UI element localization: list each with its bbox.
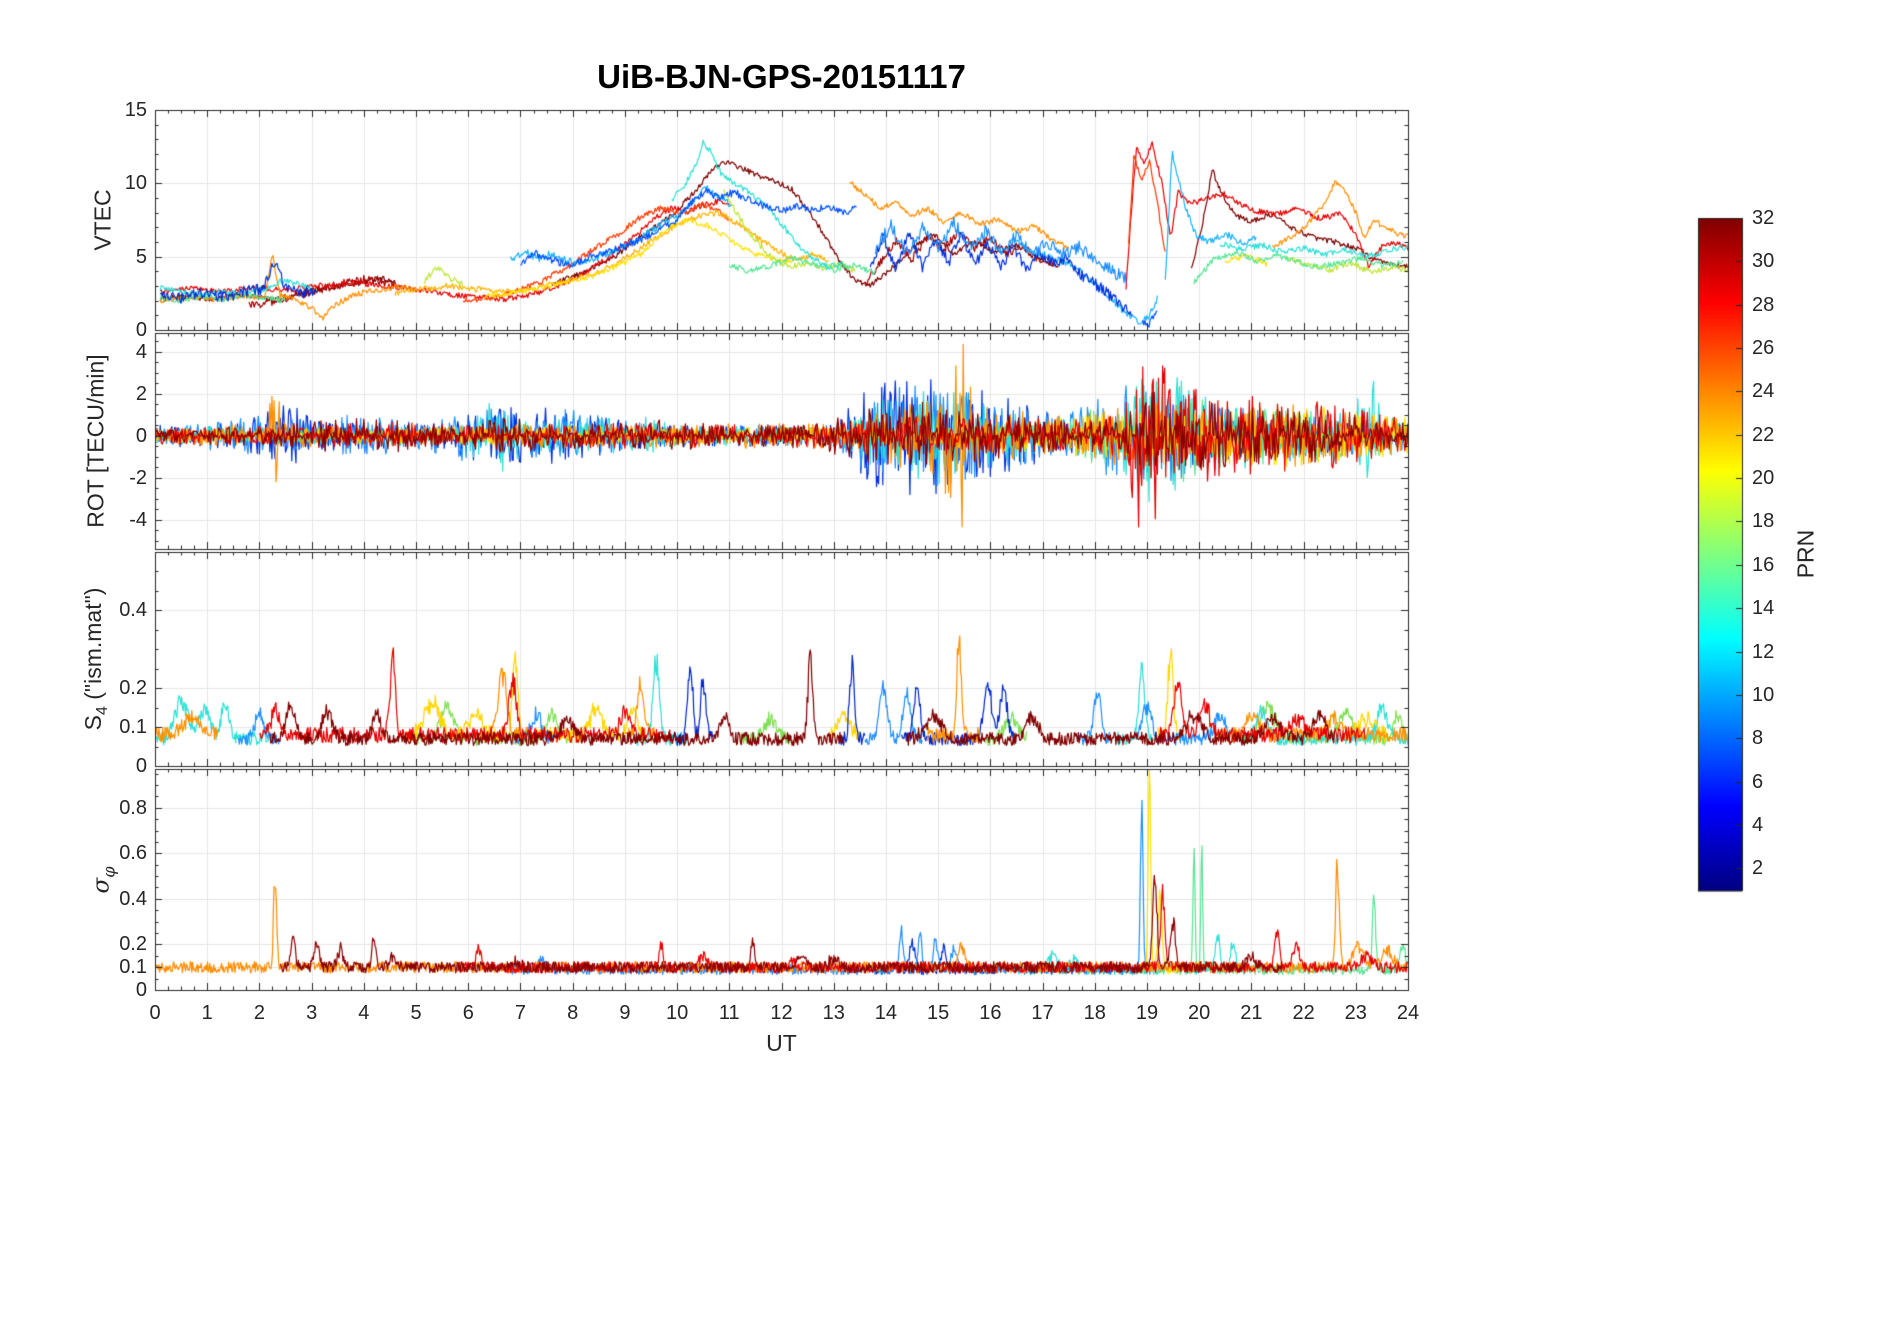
colorbar-tick-label: 18 <box>1752 510 1775 533</box>
colorbar-tick-label: 12 <box>1752 640 1775 663</box>
x-tick-label: 21 <box>1240 1002 1263 1024</box>
colorbar-tick-label: 30 <box>1752 250 1775 273</box>
chart-title: UiB-BJN-GPS-20151117 <box>597 58 966 95</box>
x-tick-label: 23 <box>1344 1002 1367 1024</box>
colorbar-tick-label: 22 <box>1752 423 1775 446</box>
y-tick-label: 0.2 <box>119 933 147 956</box>
y-tick-label: 0 <box>135 979 147 1001</box>
x-tick-label: 13 <box>822 1002 845 1024</box>
y-tick-label: 0 <box>135 755 147 777</box>
y-tick-label: 0.4 <box>119 599 147 622</box>
x-tick-label: 22 <box>1292 1002 1315 1024</box>
y-tick-label: 0.8 <box>119 796 147 819</box>
x-tick-label: 0 <box>149 1002 161 1024</box>
colorbar-tick-label: 2 <box>1752 857 1764 880</box>
x-tick-label: 2 <box>253 1002 265 1024</box>
y-tick-label: 0 <box>135 424 147 447</box>
y-tick-label: -4 <box>129 508 147 531</box>
x-tick-label: 18 <box>1083 1002 1106 1024</box>
x-tick-label: 20 <box>1188 1002 1211 1024</box>
y-tick-label: 0.2 <box>119 677 147 700</box>
y-tick-label: 0.6 <box>119 842 147 865</box>
colorbar-tick-label: 4 <box>1752 813 1764 836</box>
x-tick-label: 9 <box>619 1002 631 1024</box>
x-tick-label: 12 <box>770 1002 793 1024</box>
y-tick-label: 10 <box>124 172 147 195</box>
y-tick-label: -2 <box>129 466 147 489</box>
x-tick-label: 14 <box>874 1002 898 1024</box>
x-tick-label: 16 <box>979 1002 1002 1024</box>
x-tick-label: 1 <box>201 1002 213 1024</box>
colorbar-tick-label: 20 <box>1752 467 1775 490</box>
x-tick-label: 8 <box>567 1002 579 1024</box>
y-tick-label: 2 <box>135 382 147 405</box>
colorbar-tick-label: 16 <box>1752 553 1775 576</box>
y-tick-label: 0.1 <box>119 716 147 739</box>
sigma-label-sub: φ <box>99 866 119 878</box>
x-tick-label: 10 <box>665 1002 689 1024</box>
colorbar-tick-label: 6 <box>1752 770 1764 793</box>
x-tick-label: 17 <box>1031 1002 1054 1024</box>
x-tick-label: 7 <box>514 1002 527 1024</box>
y-tick-label: 0 <box>135 319 147 341</box>
y-tick-label: 15 <box>124 99 147 121</box>
y-tick-label: 4 <box>135 340 147 363</box>
x-tick-label: 15 <box>927 1002 950 1024</box>
colorbar-tick-label: 8 <box>1752 727 1764 750</box>
colorbar-tick-label: 28 <box>1752 293 1775 316</box>
colorbar-tick-label: 26 <box>1752 337 1775 360</box>
colorbar-tick-label: 10 <box>1752 683 1775 706</box>
vtec-axis-label: VTEC <box>89 189 116 251</box>
x-tick-label: 6 <box>462 1002 474 1024</box>
colorbar-tick-label: 24 <box>1752 380 1775 403</box>
x-tick-label: 24 <box>1396 1002 1420 1024</box>
x-tick-label: 11 <box>718 1002 740 1024</box>
x-tick-label: 5 <box>410 1002 422 1024</box>
y-tick-label: 5 <box>135 245 147 268</box>
colorbar-label: PRN <box>1792 529 1819 579</box>
y-tick-label: 0.1 <box>119 956 147 979</box>
colorbar-tick-label: 14 <box>1752 597 1775 620</box>
x-tick-label: 3 <box>306 1002 318 1024</box>
x-tick-label: 19 <box>1135 1002 1159 1024</box>
x-tick-label: 4 <box>358 1002 370 1024</box>
x-axis-label: UT <box>766 1030 797 1056</box>
y-tick-label: 0.4 <box>119 887 147 910</box>
colorbar-tick-label: 32 <box>1752 207 1775 229</box>
